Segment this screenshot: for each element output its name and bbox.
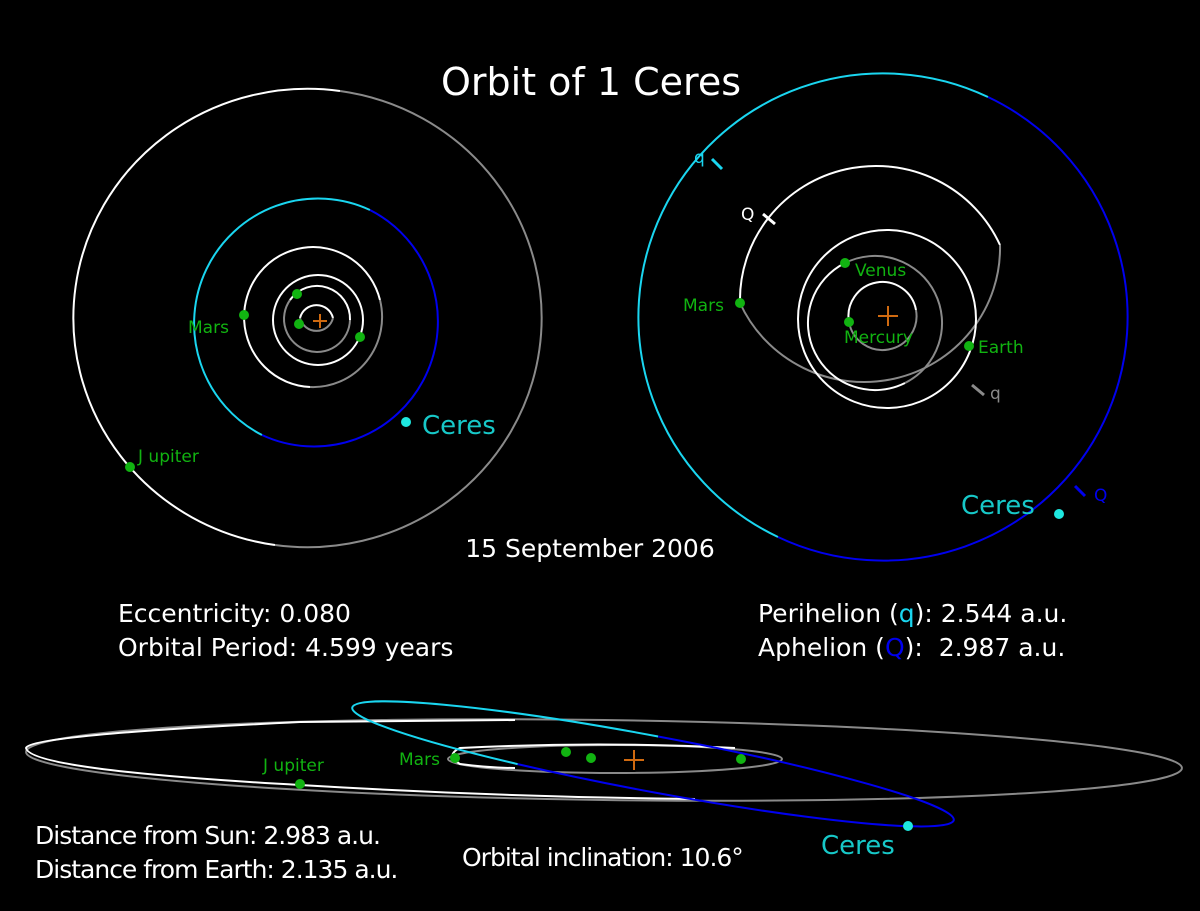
mercury-dot [294,319,304,329]
venus-dot [840,258,850,268]
mars-orbit-side-white [451,743,736,769]
venus-orbit-near [806,262,906,392]
earth-orbit [797,229,977,409]
mercury-orbit-far [848,309,918,352]
mars-orbit-near [243,246,381,388]
mars-perihelion-mark-label: q [990,384,1001,404]
jupiter-orbit-front [25,751,1183,802]
earth-dot [355,332,365,342]
jupiter-orbit-near [72,87,341,546]
earth-dot [964,341,974,351]
distance-from-earth-text: Distance from Earth: 2.135 a.u. [35,855,397,884]
sun-icon [624,750,644,770]
ceres-label: Ceres [821,831,895,861]
ceres-orbit-below [261,209,439,448]
ceres-aphelion-mark-label: Q [1094,486,1107,506]
ceres-aphelion-tick [1073,484,1087,498]
jupiter-orbit-front-white [24,719,696,800]
jupiter-label: J upiter [137,447,199,467]
ceres-dot [903,821,913,831]
venus-orbit-far [844,254,944,384]
diagram-date: 15 September 2006 [465,534,715,563]
earth-orbit [272,274,364,366]
ceres-orbit-side-blue [517,735,955,828]
earth-label: Earth [978,338,1024,358]
jupiter-dot [295,779,305,789]
jupiter-label: J upiter [262,756,324,776]
mercury-orbit-near [299,304,334,319]
aphelion-text: Aphelion (Q): 2.987 a.u. [758,633,1065,662]
venus-label: Venus [855,261,906,281]
sun-icon [878,306,898,326]
mars-perihelion-tick [971,383,985,397]
perihelion-text: Perihelion (q): 2.544 a.u. [758,599,1067,628]
jupiter-orbit-far [274,90,543,549]
perihelion-symbol: q [899,599,915,628]
aphelion-symbol: Q [885,633,905,662]
mars-aphelion-mark-label: Q [741,205,754,225]
inclination-text: Orbital inclination: 10.6° [462,843,743,872]
venus-dot [292,289,302,299]
mars-label: Mars [399,750,440,770]
ceres-orbit-above [637,72,989,538]
ceres-label: Ceres [422,411,496,441]
jupiter-dot [125,462,135,472]
ceres-label: Ceres [961,491,1035,521]
ceres-perihelion-tick [710,157,724,171]
mercury-dot [844,317,854,327]
mars-orbit-far [309,299,384,389]
top-view-inner: q Q q Q Venus Mercury Earth Mars Ceres [637,72,1129,562]
distance-from-sun-text: Distance from Sun: 2.983 a.u. [35,821,380,850]
mercury-dot [586,753,596,763]
mars-label: Mars [683,296,724,316]
sun-icon [313,314,327,328]
eccentricity-text: Eccentricity: 0.080 [118,599,351,628]
earth-dot [736,754,746,764]
mars-aphelion-tick [762,212,776,226]
mercury-orbit-far [299,317,334,332]
venus-orbit-far [283,299,351,353]
ceres-orbit-above [193,197,371,436]
mars-orbit-lower [739,244,1002,384]
mars-dot [239,310,249,320]
diagram-title: Orbit of 1 Ceres [441,60,741,104]
ceres-dot [1054,509,1064,519]
mars-orbit-upper [738,164,1001,304]
mars-dot [450,753,460,763]
ceres-orbit-below [777,96,1129,562]
venus-dot [561,747,571,757]
ceres-dot [401,417,411,427]
ceres-perihelion-mark-label: q [694,148,705,168]
mercury-orbit-near [847,280,917,323]
mercury-label: Mercury [844,328,913,348]
jupiter-orbit-back [25,718,1183,769]
side-view: J upiter Mars Ceres [24,700,1183,861]
ceres-orbit-side-cyan [351,700,659,766]
mars-label: Mars [188,318,229,338]
orbital-period-text: Orbital Period: 4.599 years [118,633,453,662]
top-view-wide: Mars J upiter Ceres [72,87,543,549]
mars-dot [735,298,745,308]
